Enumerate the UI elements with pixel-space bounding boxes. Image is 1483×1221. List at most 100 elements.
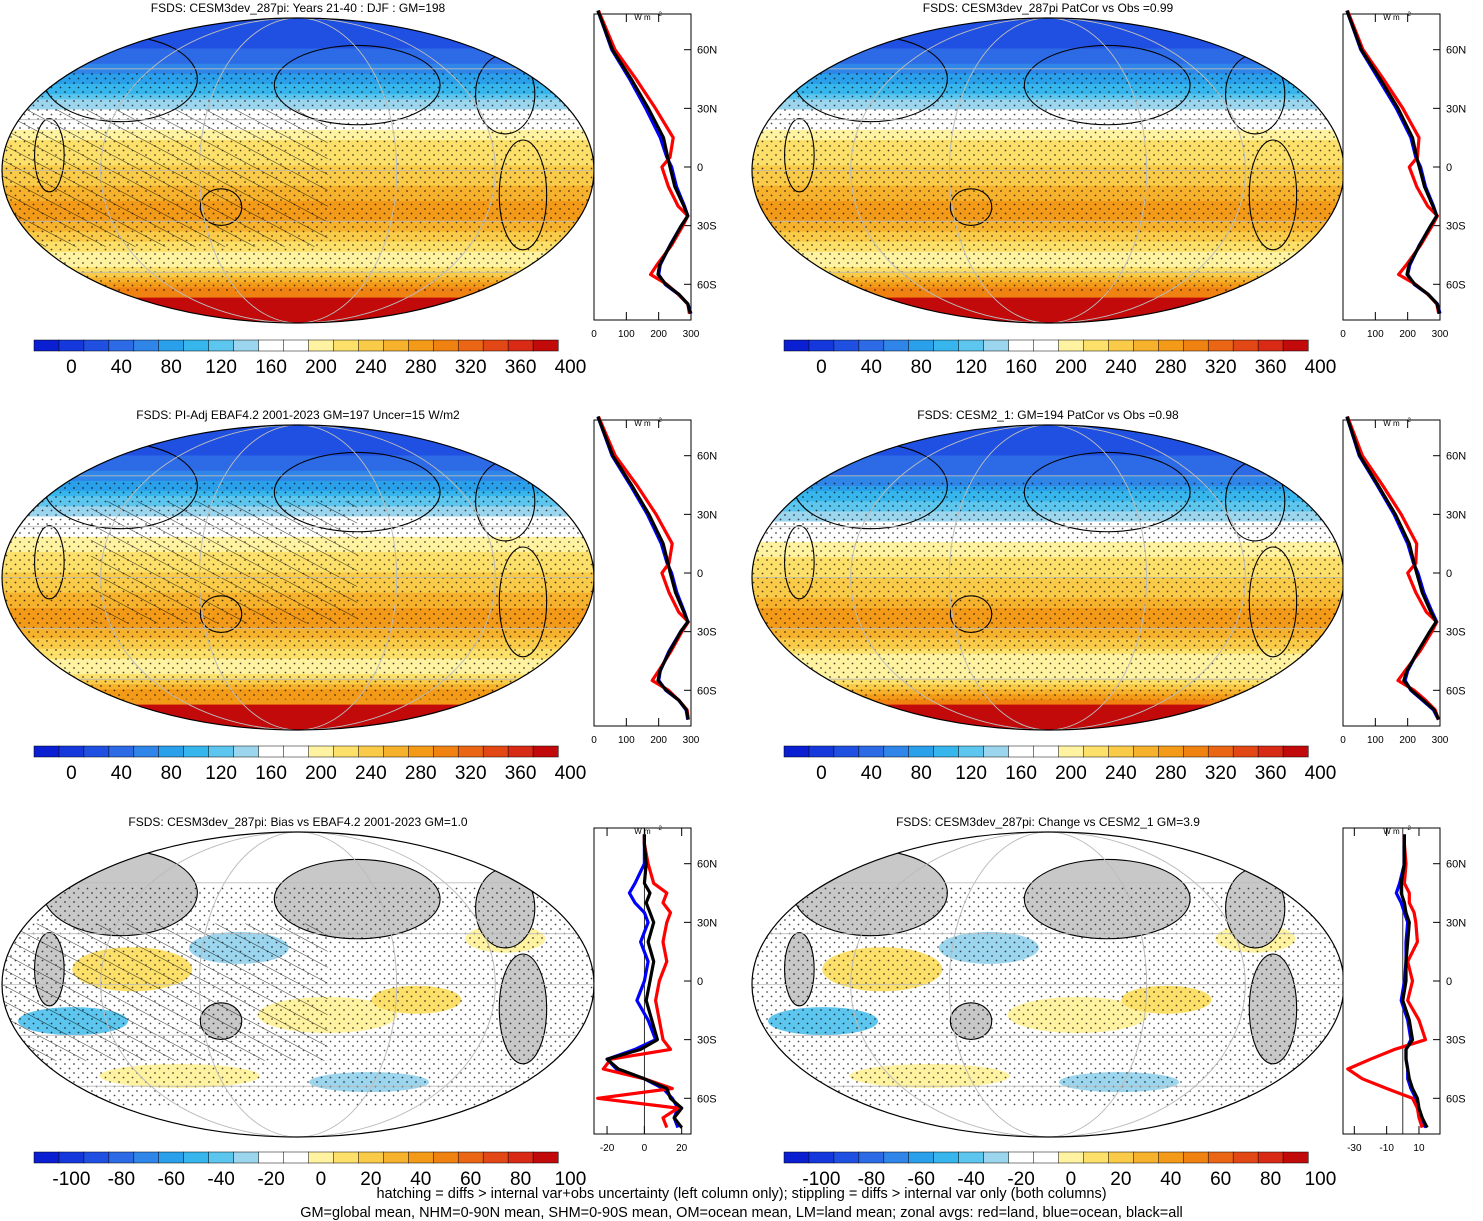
x-tick-label: 300 [683,735,700,746]
colorbar-tick-label: 80 [1260,1169,1281,1190]
colorbar-tick-label: 0 [816,357,827,378]
lat-band [752,68,1344,75]
colorbar-tick-label: 360 [1255,763,1287,784]
zonal-profile-6: -30 -10 10 60N 30N 0 30S 60S W m -2 [1342,826,1466,1154]
units-label: W m [1383,827,1400,836]
colorbar-3: 0 40 80 120 160 200 240 280 320 360 400 [33,745,586,784]
colorbar-swatch [783,1151,810,1164]
colorbar-tick-label: -80 [108,1169,135,1190]
x-tick-label: 200 [1399,329,1416,340]
units-label: W m [634,13,651,22]
colorbar-tick-label: 360 [505,357,537,378]
stippling [752,886,1344,1107]
colorbar-swatch [833,745,860,758]
x-tick-label: 300 [683,329,700,340]
colorbar-swatch [883,1151,910,1164]
lat-band [752,33,1344,39]
colorbar-tick-label: 40 [861,763,882,784]
colorbar-2: 0 40 80 120 160 200 240 280 320 360 400 [783,339,1337,378]
graticule-lon [100,18,496,323]
colorbar-swatch [208,1151,235,1164]
profile-frame [1342,419,1441,727]
colorbar-tick-label: 400 [1305,357,1337,378]
y-tick-label: 30N [697,509,717,521]
colorbar-tick-label: 80 [161,357,182,378]
lat-band [2,302,594,309]
colorbar-swatch [358,1151,384,1164]
lat-band [2,475,594,482]
units-exponent: -2 [1406,12,1412,18]
colorbar-swatch [1232,1151,1259,1164]
lat-band [2,714,594,721]
colorbar-swatch [1008,1151,1035,1164]
graticule-lon [948,18,1148,323]
colorbar-tick-label: 60 [1210,1169,1231,1190]
colorbar-swatch [457,339,484,352]
y-tick-label: 30S [697,627,717,639]
colorbar-swatch [808,745,835,758]
colorbar-4: 0 40 80 120 160 200 240 280 320 360 400 [783,745,1336,784]
lat-band [2,450,594,457]
lat-band [752,440,1344,446]
lat-band [2,430,594,436]
colorbar-tick-label: 0 [816,763,827,784]
graticule-lon [850,18,1246,323]
colorbar-tick-label: 0 [66,763,77,784]
lat-band [2,724,594,730]
colorbar-tick-label: 100 [555,1169,587,1190]
profile-series-all [605,834,684,1129]
lat-band [752,63,1344,70]
y-tick-label: 30N [1446,917,1466,929]
colorbar-tick-label: 80 [911,357,932,378]
y-tick-label: 30N [697,917,717,929]
colorbar-swatch [308,1151,334,1164]
units-label: W m [634,827,651,836]
lat-band [2,317,594,323]
colorbar-swatch [983,745,1010,758]
colorbar-swatch [1182,339,1209,352]
colorbar-swatch [108,745,135,758]
stippling [752,72,1344,293]
profile-series-all [1345,10,1441,314]
lat-band [752,709,1344,716]
colorbar-tick-label: 120 [955,357,987,378]
colorbar-swatch [808,1151,835,1164]
lat-band [752,475,1344,482]
y-tick-label: 30S [1446,221,1466,233]
hatching [2,109,328,247]
colorbar-swatch [883,745,910,758]
y-tick-label: 0 [1446,162,1452,174]
colorbar-tick-label: 360 [505,763,537,784]
colorbar-tick-label: -40 [207,1169,234,1190]
graticule-lon [198,18,398,323]
colorbar-tick-label: 100 [1305,1169,1337,1190]
colorbar-swatch [1133,339,1159,352]
colorbar-swatch [1033,1151,1060,1164]
profile-frame [1342,827,1441,1135]
colorbar-swatch [58,1151,85,1164]
colorbar-swatch [532,1151,559,1164]
graticule-lon [948,425,1148,730]
y-tick-label: 60S [697,279,717,291]
colorbar-swatch [333,745,359,758]
lat-band [752,465,1344,472]
lat-band [752,43,1344,50]
lat-band [752,719,1344,726]
colorbar-swatch [408,339,434,352]
x-tick-label: 0 [1340,735,1346,746]
lat-band [752,53,1344,60]
lat-band [752,435,1344,441]
colorbar-tick-label: 320 [455,357,487,378]
x-tick-label: 20 [676,1143,688,1154]
lat-band [752,28,1344,34]
colorbar-swatch [858,1151,885,1164]
colorbar-swatch [908,339,935,352]
colorbar-tick-label: -60 [908,1169,935,1190]
colorbar-swatch [33,745,60,758]
colorbar-tick-label: 40 [861,357,882,378]
y-tick-label: 30N [697,103,717,115]
colorbar-swatch [1083,339,1109,352]
lat-band [2,704,594,711]
x-tick-label: -20 [600,1143,615,1154]
lat-band [2,719,594,726]
